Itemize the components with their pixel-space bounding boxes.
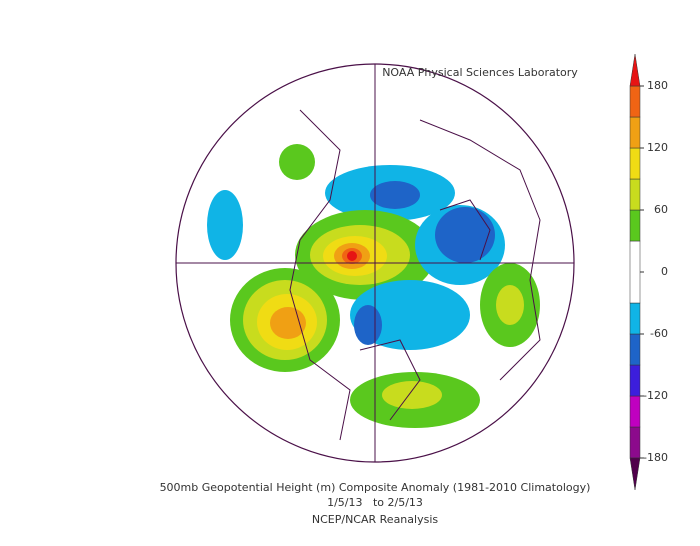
data-source: NCEP/NCAR Reanalysis <box>312 513 438 526</box>
colorbar-tick-label: 180 <box>647 79 668 92</box>
colorbar: 180 120 60 0 -60 -120 -180 <box>629 53 668 491</box>
coastline <box>289 109 541 441</box>
anomaly-area <box>347 251 357 261</box>
map <box>175 63 575 463</box>
colorbar-segment <box>629 147 641 180</box>
date-range: 1/5/13 to 2/5/13 <box>327 496 423 509</box>
colorbar-over-arrow <box>629 53 641 87</box>
colorbar-segment <box>629 426 641 459</box>
colorbar-segment <box>629 240 641 304</box>
colorbar-tick-label: -120 <box>643 389 668 402</box>
anomaly-area <box>279 144 315 180</box>
anomaly-field <box>207 109 541 441</box>
colorbar-tick-label: 120 <box>647 141 668 154</box>
colorbar-tick-label: 60 <box>654 203 668 216</box>
anomaly-area <box>207 190 243 260</box>
colorbar-segment <box>629 302 641 335</box>
colorbar-segment <box>629 395 641 428</box>
colorbar-segment <box>629 209 641 242</box>
colorbar-under-arrow <box>629 457 641 491</box>
anomaly-area <box>270 307 306 339</box>
anomaly-area <box>382 381 442 409</box>
map-boundary <box>175 63 575 463</box>
colorbar-tick-label: 0 <box>661 265 668 278</box>
colorbar-segment <box>629 333 641 366</box>
colorbar-tick-label: -60 <box>650 327 668 340</box>
anomaly-area <box>435 207 495 263</box>
colorbar-segment <box>629 364 641 397</box>
anomaly-area <box>370 181 420 209</box>
colorbar-segment <box>629 116 641 149</box>
colorbar-segment <box>629 178 641 211</box>
anomaly-area <box>354 305 382 345</box>
colorbar-segment <box>629 85 641 118</box>
anomaly-area <box>496 285 524 325</box>
figure-title: 500mb Geopotential Height (m) Composite … <box>160 481 591 494</box>
credit: NOAA Physical Sciences Laboratory <box>382 66 578 79</box>
colorbar-tick-label: -180 <box>643 451 668 464</box>
